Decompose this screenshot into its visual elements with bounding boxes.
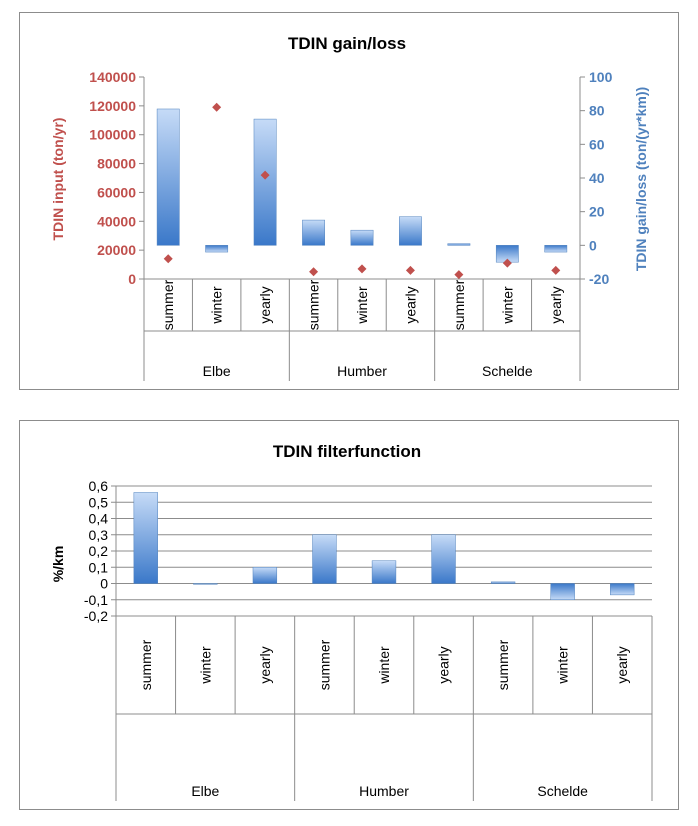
y-tick-right-label: 60	[589, 136, 605, 152]
bar	[350, 229, 374, 246]
bar	[371, 560, 397, 584]
y-tick-right-label: 40	[589, 170, 605, 186]
y-tick-left-label: 60000	[97, 184, 136, 200]
y-tick-right-label: 0	[589, 237, 597, 253]
y-tick-label: 0,4	[89, 511, 109, 527]
diamond-marker	[502, 258, 512, 268]
group-label: Humber	[359, 783, 409, 799]
y-tick-left-label: 0	[128, 271, 136, 287]
y-axis-label: %/km	[50, 546, 66, 583]
chart-title: TDIN gain/loss	[288, 34, 406, 53]
y-tick-label: -0,2	[84, 608, 108, 624]
diamond-marker	[405, 265, 415, 275]
category-label: yearly	[548, 286, 564, 323]
y-axis-left-label: TDIN input (ton/yr)	[50, 118, 66, 241]
bar	[447, 243, 471, 246]
bar	[193, 583, 218, 585]
category-label: yearly	[257, 286, 273, 323]
category-label: yearly	[257, 646, 273, 683]
bar	[156, 108, 180, 246]
y-tick-label: -0,1	[84, 592, 108, 608]
y-tick-left-label: 100000	[89, 127, 136, 143]
y-tick-right-label: 80	[589, 103, 605, 119]
category-label: summer	[306, 279, 322, 330]
group-label: Elbe	[191, 783, 219, 799]
bar	[205, 245, 229, 253]
category-label: summer	[316, 639, 332, 690]
bar	[610, 583, 635, 596]
y-tick-left-label: 40000	[97, 213, 136, 229]
gain-loss-chart-panel: TDIN gain/loss TDIN input (ton/yr) TDIN …	[19, 12, 679, 390]
diamond-marker	[357, 264, 367, 274]
y-tick-label: 0,5	[89, 494, 109, 510]
category-label: summer	[138, 639, 154, 690]
gain-loss-chart: TDIN gain/loss TDIN input (ton/yr) TDIN …	[50, 34, 649, 381]
bar	[253, 118, 277, 246]
diamond-marker	[309, 267, 319, 277]
y-tick-label: 0	[100, 576, 108, 592]
bar	[252, 567, 278, 584]
diamond-marker	[212, 102, 222, 112]
y-tick-label: 0,3	[89, 527, 109, 543]
diamond-marker	[454, 270, 464, 280]
category-label: winter	[499, 286, 515, 325]
bar	[399, 216, 422, 246]
bar	[302, 219, 325, 246]
y-axis-right-label: TDIN gain/loss (ton/(yr*km))	[633, 87, 649, 271]
bar	[544, 245, 568, 253]
bar	[550, 583, 575, 600]
bar	[431, 534, 456, 584]
y-tick-label: 0,2	[89, 543, 109, 559]
y-tick-label: 0,1	[89, 559, 109, 575]
filterfunction-chart: TDIN filterfunction %/km 0,60,50,40,30,2…	[50, 442, 653, 801]
group-label: Schelde	[482, 363, 533, 379]
y-tick-right-label: 20	[589, 204, 605, 220]
y-tick-right-label: 100	[589, 69, 613, 85]
category-label: summer	[160, 279, 176, 330]
bar	[490, 581, 516, 584]
y-tick-right-label: -20	[589, 271, 609, 287]
chart-title: TDIN filterfunction	[273, 442, 421, 461]
diamond-marker	[260, 170, 270, 180]
category-label: yearly	[402, 286, 418, 323]
y-tick-label: 0,6	[89, 478, 109, 494]
category-label: winter	[197, 646, 213, 685]
bar	[312, 534, 337, 584]
category-label: winter	[209, 286, 225, 325]
bar	[133, 492, 158, 584]
category-label: winter	[555, 646, 571, 685]
y-tick-left-label: 120000	[89, 98, 136, 114]
category-label: winter	[376, 646, 392, 685]
diamond-marker	[163, 254, 173, 264]
category-label: yearly	[436, 646, 452, 683]
filterfunction-chart-panel: TDIN filterfunction %/km 0,6 0,5 0,4 0,3 0,2…	[19, 420, 679, 810]
diamond-marker	[551, 265, 561, 275]
category-label: summer	[495, 639, 511, 690]
y-tick-left-label: 20000	[97, 242, 136, 258]
group-label: Humber	[337, 363, 387, 379]
category-label: yearly	[614, 646, 630, 683]
category-label: summer	[451, 279, 467, 330]
group-label: Schelde	[537, 783, 588, 799]
y-tick-left-label: 140000	[89, 69, 136, 85]
y-tick-left-label: 80000	[97, 156, 136, 172]
group-label: Elbe	[203, 363, 231, 379]
category-label: winter	[354, 286, 370, 325]
